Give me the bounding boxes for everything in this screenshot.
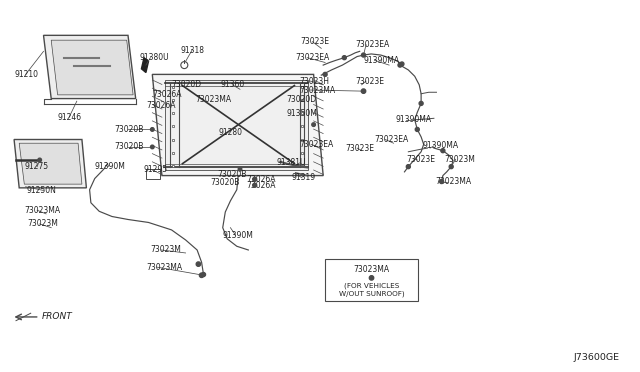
Text: 73020B: 73020B	[210, 178, 239, 187]
Text: 73026A: 73026A	[146, 101, 175, 110]
Circle shape	[342, 56, 346, 60]
Circle shape	[150, 128, 154, 131]
Text: 73020D: 73020D	[287, 95, 317, 104]
Text: 91280: 91280	[219, 128, 243, 137]
Text: 73023EA: 73023EA	[296, 53, 330, 62]
Text: 73023H: 73023H	[300, 77, 330, 86]
Text: 73023M: 73023M	[150, 246, 181, 254]
Text: 91210: 91210	[14, 70, 38, 79]
Text: 73020B: 73020B	[114, 142, 143, 151]
Text: 73023E: 73023E	[406, 155, 435, 164]
Text: FRONT: FRONT	[42, 312, 72, 321]
Circle shape	[406, 165, 410, 169]
Text: 73020D: 73020D	[172, 80, 202, 89]
Circle shape	[441, 149, 445, 153]
Text: 73023EA: 73023EA	[300, 140, 334, 149]
Text: 73023M: 73023M	[27, 219, 58, 228]
Text: 73026A: 73026A	[152, 90, 182, 99]
Text: 73023MA: 73023MA	[435, 177, 471, 186]
Text: 91390MA: 91390MA	[422, 141, 458, 150]
Text: 73020B: 73020B	[114, 125, 143, 134]
Text: W/OUT SUNROOF): W/OUT SUNROOF)	[339, 291, 404, 297]
Polygon shape	[141, 58, 148, 73]
Circle shape	[369, 276, 374, 280]
Text: 91381U: 91381U	[276, 158, 306, 167]
Polygon shape	[165, 80, 308, 170]
Polygon shape	[51, 40, 133, 95]
Text: 91390M: 91390M	[95, 162, 125, 171]
Text: 73023EA: 73023EA	[355, 40, 390, 49]
Circle shape	[415, 128, 419, 131]
Bar	[325, 259, 418, 301]
Bar	[146, 169, 160, 179]
Text: 73023E: 73023E	[346, 144, 374, 153]
Text: 73026A: 73026A	[246, 175, 276, 184]
Circle shape	[253, 177, 257, 181]
Text: 91246: 91246	[58, 113, 82, 122]
Text: 73023MA: 73023MA	[195, 95, 231, 104]
Text: J73600GE: J73600GE	[573, 353, 620, 362]
Text: 91390MA: 91390MA	[396, 115, 431, 124]
Circle shape	[440, 180, 444, 183]
Circle shape	[253, 183, 257, 187]
Text: 73020B: 73020B	[218, 170, 247, 179]
Circle shape	[38, 158, 42, 162]
Circle shape	[362, 89, 365, 93]
Text: 73023E: 73023E	[355, 77, 384, 86]
Text: (FOR VEHICLES: (FOR VEHICLES	[344, 283, 399, 289]
Circle shape	[200, 273, 204, 278]
Text: 73023EA: 73023EA	[374, 135, 409, 144]
Circle shape	[150, 145, 154, 149]
Text: 91250N: 91250N	[27, 186, 57, 195]
Text: 91275: 91275	[24, 162, 49, 171]
Text: 91390MA: 91390MA	[364, 56, 399, 65]
Circle shape	[312, 123, 316, 126]
Polygon shape	[19, 143, 82, 184]
Text: 73023MA: 73023MA	[146, 263, 182, 272]
Circle shape	[202, 273, 205, 276]
Circle shape	[323, 73, 327, 76]
Circle shape	[362, 53, 365, 57]
Polygon shape	[14, 140, 86, 188]
Text: 91360: 91360	[221, 80, 245, 89]
Polygon shape	[152, 74, 323, 176]
Text: 91350M: 91350M	[287, 109, 317, 118]
Text: 73023MA: 73023MA	[300, 86, 335, 94]
Text: 73026A: 73026A	[246, 181, 276, 190]
Circle shape	[400, 62, 404, 66]
Circle shape	[419, 102, 423, 105]
Text: 73023MA: 73023MA	[353, 265, 390, 274]
Polygon shape	[44, 35, 136, 99]
Circle shape	[196, 262, 200, 266]
Text: 91318: 91318	[180, 46, 205, 55]
Text: 91319: 91319	[291, 173, 316, 182]
Circle shape	[449, 165, 453, 169]
Text: 73023M: 73023M	[445, 155, 476, 164]
Text: 91295: 91295	[143, 165, 168, 174]
Text: 73023MA: 73023MA	[24, 206, 60, 215]
Text: 91390M: 91390M	[223, 231, 253, 240]
Circle shape	[238, 167, 242, 171]
Text: 91380U: 91380U	[140, 53, 169, 62]
Circle shape	[398, 63, 402, 67]
Text: 73023E: 73023E	[301, 37, 330, 46]
